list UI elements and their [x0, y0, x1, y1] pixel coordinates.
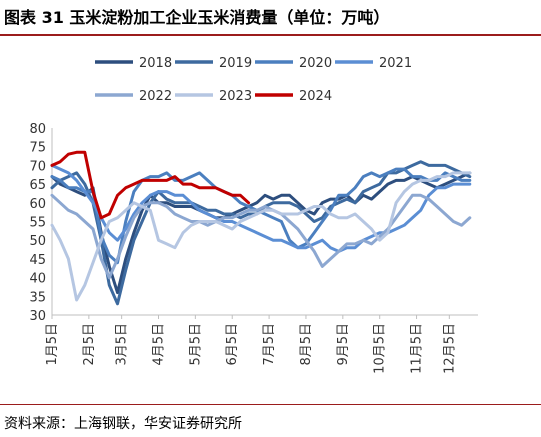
series-line-2022: [50, 193, 472, 280]
y-tick-label: 30: [29, 309, 46, 324]
legend-label-2022: 2022: [139, 89, 172, 104]
y-tick-label: 35: [29, 290, 46, 305]
series-layer: [50, 150, 472, 306]
y-tick-label: 65: [29, 178, 46, 193]
y-tick-label: 60: [29, 197, 46, 212]
y-tick-label: 70: [29, 159, 46, 174]
x-tick-label: 8月5日: [299, 323, 314, 366]
legend-label-2018: 2018: [139, 56, 172, 71]
series-line-2024: [50, 150, 251, 220]
legend-label-2024: 2024: [299, 89, 332, 104]
legend: 2018 2019 2020 2021 2022 2023 2024: [95, 56, 412, 104]
y-axis: 30 35 40 45 50 55 60 65 70 75 80: [29, 122, 53, 324]
y-tick-label: 75: [29, 141, 46, 156]
legend-label-2021: 2021: [379, 56, 412, 71]
series-line-2020: [50, 167, 472, 265]
legend-label-2019: 2019: [219, 56, 252, 71]
x-tick-label: 2月5日: [82, 323, 97, 366]
x-tick-label: 3月5日: [115, 323, 130, 366]
series-line-2018: [50, 171, 472, 295]
x-tick-label: 10月5日: [373, 323, 388, 374]
source-note: 资料来源：上海钢联，华安证券研究所: [4, 416, 242, 432]
x-tick-label: 4月5日: [152, 323, 167, 366]
x-tick-label: 1月5日: [45, 323, 60, 366]
x-tick-label: 11月5日: [410, 323, 425, 374]
x-tick-label: 9月5日: [336, 323, 351, 366]
x-tick-label: 7月5日: [262, 323, 277, 366]
chart-title: 图表 31 玉米淀粉加工企业玉米消费量（单位：万吨）: [4, 8, 390, 27]
series-line-2023: [50, 171, 472, 302]
x-tick-label: 5月5日: [188, 323, 203, 366]
x-tick-label: 12月5日: [442, 323, 457, 374]
title-divider: [0, 34, 541, 36]
y-tick-label: 50: [29, 234, 46, 249]
y-tick-label: 55: [29, 216, 46, 231]
series-line-2021: [50, 163, 472, 253]
y-tick-label: 45: [29, 253, 46, 268]
x-axis: 1月5日 2月5日 3月5日 4月5日 5月5日 6月5日 7月5日 8月5日 9月5日 10月5…: [45, 314, 478, 374]
y-tick-label: 80: [29, 122, 46, 137]
footer-divider: [0, 404, 541, 405]
x-tick-label: 6月5日: [225, 323, 240, 366]
legend-label-2023: 2023: [219, 89, 252, 104]
y-tick-label: 40: [29, 272, 46, 287]
series-line-2019: [50, 160, 472, 306]
legend-label-2020: 2020: [299, 56, 332, 71]
